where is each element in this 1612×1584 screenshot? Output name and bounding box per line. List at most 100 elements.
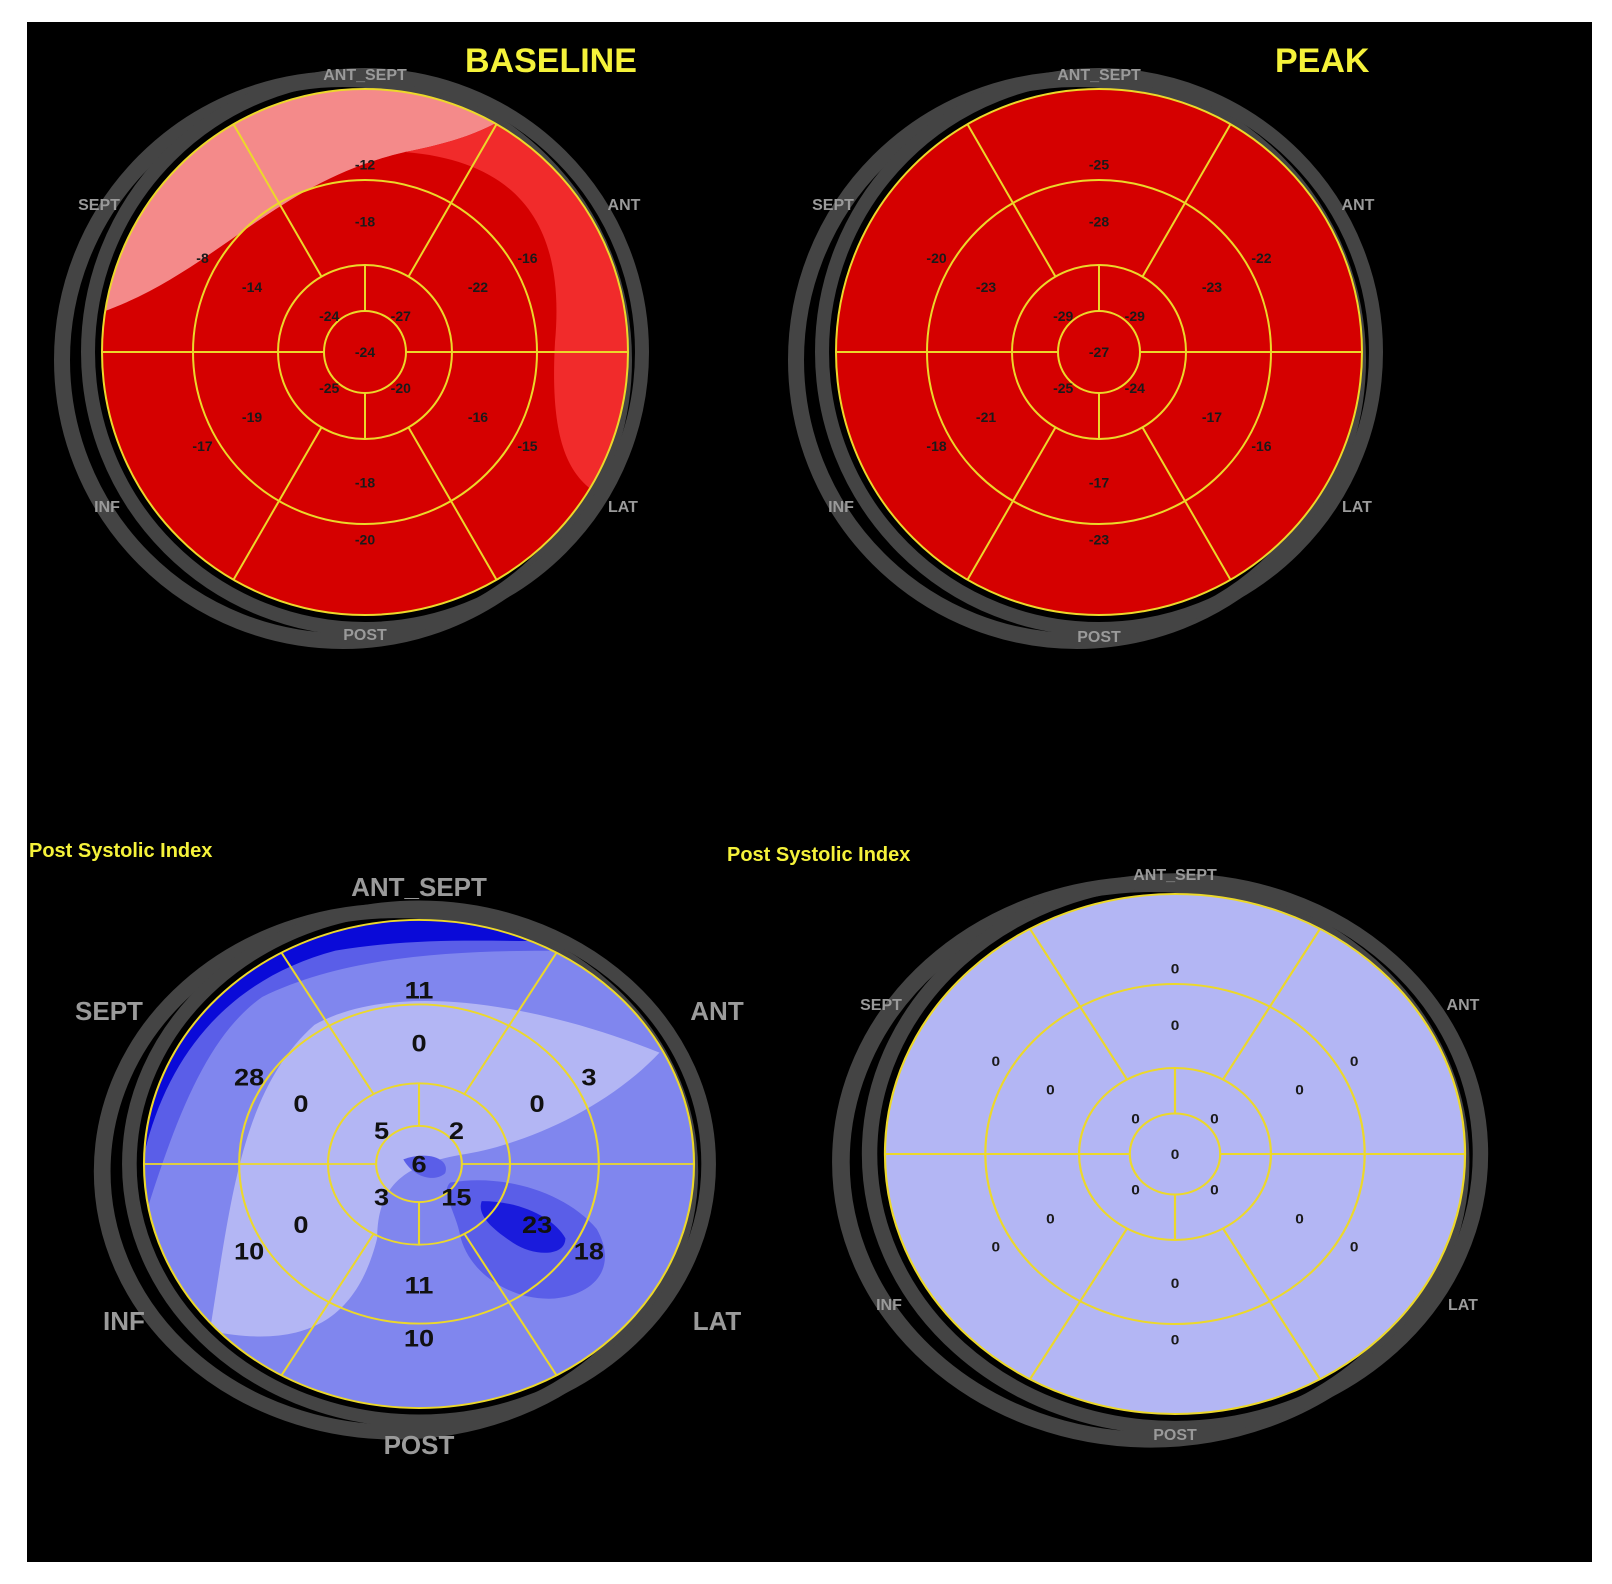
segment-value: -8 [196, 250, 209, 266]
segment-value: 23 [522, 1212, 552, 1238]
segment-grid [142, 919, 696, 1409]
segment-divider [1141, 426, 1232, 581]
peak-psi-bullseye: 0 0 0 0 0 0 0 0 0 0 0 0 0 0 0 0 0 [832, 873, 1489, 1448]
segment-divider [407, 426, 498, 581]
segment-value: -29 [1053, 308, 1073, 324]
segment-value: 0 [1046, 1212, 1055, 1227]
wall-label-ant: ANT [1447, 997, 1480, 1014]
bullseye-plots: -12-16-15-20-17-8-18-22-16-18-19-14-27-2… [54, 67, 1489, 1460]
segment-value: -21 [976, 409, 996, 425]
segment-value: 0 [992, 1240, 1001, 1255]
segment-value: -17 [1202, 409, 1222, 425]
segment-divider [280, 952, 375, 1095]
segment-value: -17 [192, 438, 212, 454]
segment-value: -16 [1251, 438, 1271, 454]
segment-grid [883, 893, 1467, 1415]
wall-label-sept: SEPT [78, 197, 120, 214]
peak-strain-bullseye: -25 -22 -16 -23 -18 -20 -28 -23 -17 -17 -21 -23 -29 -… [788, 68, 1383, 649]
segment-value: 18 [574, 1239, 604, 1265]
segment-divider [1141, 123, 1232, 278]
segment-divider [1222, 1227, 1321, 1380]
wall-label-ant-sept: ANT_SEPT [351, 872, 487, 902]
psi-high-region [144, 919, 555, 1155]
wall-label-ant-sept: ANT_SEPT [323, 67, 407, 84]
segment-value: 0 [1171, 1019, 1180, 1034]
bullseye-base [836, 89, 1362, 615]
segment-value: -20 [926, 250, 946, 266]
peak-psi-header: Post Systolic Index [727, 844, 911, 866]
segment-value: -15 [517, 438, 537, 454]
segment-value: -16 [517, 250, 537, 266]
wall-label-ant: ANT [608, 197, 641, 214]
wall-label-post: POST [1153, 1427, 1197, 1444]
segment-grid [835, 88, 1363, 616]
segment-value: -29 [1125, 308, 1145, 324]
wall-label-post: POST [343, 627, 387, 644]
segment-value: -18 [355, 214, 375, 230]
segment-value: -17 [1089, 474, 1109, 490]
segment-value: 0 [1046, 1083, 1055, 1098]
segment-value: 0 [1171, 1277, 1180, 1292]
segment-value: -25 [1089, 156, 1109, 172]
segment-divider [1222, 928, 1321, 1081]
segment-value: 0 [1171, 1148, 1180, 1163]
wall-label-post: POST [384, 1430, 455, 1460]
segment-value: 2 [449, 1119, 464, 1145]
bullseye-base [884, 893, 1466, 1415]
segment-value: 0 [411, 1031, 426, 1057]
segment-value: -18 [926, 438, 946, 454]
segment-divider [966, 426, 1057, 581]
segment-divider [1029, 1227, 1128, 1380]
segment-value: 3 [581, 1065, 596, 1091]
segment-value: 10 [404, 1326, 434, 1352]
segment-value: 0 [293, 1091, 308, 1117]
wall-label-ant: ANT [1342, 197, 1375, 214]
psi-high-region [480, 1201, 566, 1253]
wall-label-inf: INF [876, 1297, 902, 1314]
outer-ring [815, 68, 1383, 636]
segment-value: -24 [1125, 380, 1145, 396]
segment-value: 5 [374, 1119, 389, 1145]
wall-label-ant-sept: ANT_SEPT [1133, 867, 1217, 884]
outer-ring [861, 873, 1489, 1435]
baseline-psi-header: Post Systolic Index [29, 840, 213, 862]
segment-divider [280, 1233, 375, 1376]
segment-value: -23 [976, 279, 996, 295]
segment-divider [463, 1233, 558, 1376]
segment-value: 15 [441, 1185, 471, 1211]
segment-value: 0 [1131, 1183, 1140, 1198]
segment-value: 3 [374, 1185, 389, 1211]
segment-value: 0 [1210, 1183, 1219, 1198]
segment-value: 0 [1171, 962, 1180, 977]
segment-value: -18 [355, 474, 375, 490]
segment-value: -28 [1089, 214, 1109, 230]
wall-label-lat: LAT [608, 499, 638, 516]
segment-value: -27 [391, 308, 411, 324]
segment-value: 0 [293, 1212, 308, 1238]
segment-value: -20 [391, 380, 411, 396]
segment-grid [101, 88, 629, 616]
segment-divider [232, 426, 323, 581]
outer-ring [122, 900, 716, 1428]
baseline-strain-bullseye: -12 -16 -15 -20 -17 -8 -18 -22 -16 -18 -19 -14 -27 -2… [54, 68, 649, 649]
wall-label-ant: ANT [690, 996, 744, 1026]
segment-value: 11 [405, 978, 434, 1004]
segment-value: -24 [355, 344, 375, 360]
segment-value: -23 [1202, 279, 1222, 295]
segment-divider [232, 123, 323, 278]
segment-divider [1029, 928, 1128, 1081]
figure-panel: BASELINE PEAK Post Systolic Index Post S… [27, 22, 1592, 1562]
segment-value: -23 [1089, 532, 1109, 548]
segment-value: 0 [530, 1091, 545, 1117]
segment-value: 0 [1210, 1112, 1219, 1127]
wall-label-ant-sept: ANT_SEPT [1057, 67, 1141, 84]
wall-label-lat: LAT [1448, 1297, 1478, 1314]
segment-value: -22 [1251, 250, 1271, 266]
segment-ring [1128, 1112, 1222, 1196]
segment-value: 0 [1295, 1083, 1304, 1098]
segment-value: -25 [319, 380, 339, 396]
psi-mid-region [144, 919, 587, 1220]
wall-label-sept: SEPT [860, 997, 902, 1014]
segment-value: -14 [242, 279, 262, 295]
segment-ring [375, 1125, 463, 1203]
